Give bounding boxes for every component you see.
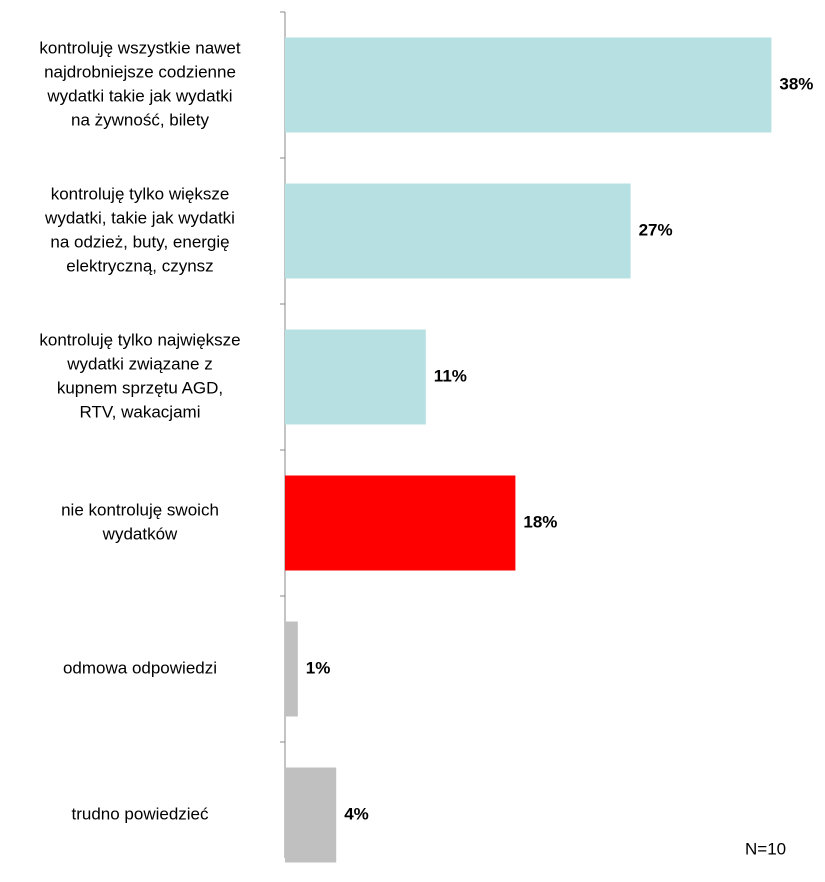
category-label: wydatki, takie jak wydatki xyxy=(44,208,235,227)
value-label: 38% xyxy=(779,74,813,93)
category-label: kontroluję tylko większe xyxy=(51,184,230,203)
bar xyxy=(285,767,337,863)
category-label: kontroluję wszystkie nawet xyxy=(39,38,241,57)
category-label: kupnem sprzętu AGD, xyxy=(57,378,223,397)
category-label: wydatki takie jak wydatki xyxy=(46,86,232,105)
category-label: kontroluję tylko największe xyxy=(39,330,240,349)
category-label: elektryczną, czynsz xyxy=(66,256,213,275)
value-label: 18% xyxy=(523,512,557,531)
category-label: najdrobniejsze codzienne xyxy=(44,62,236,81)
bar xyxy=(285,37,772,133)
category-label: odmowa odpowiedzi xyxy=(63,658,217,677)
annotation: N=10 xyxy=(745,839,786,858)
bar xyxy=(285,329,426,425)
category-label: na odzież, buty, energię xyxy=(50,232,229,251)
bar xyxy=(285,475,516,571)
category-label: RTV, wakacjami xyxy=(80,402,201,421)
value-label: 11% xyxy=(434,366,467,385)
category-label: trudno powiedzieć xyxy=(71,804,209,823)
value-label: 27% xyxy=(639,220,673,239)
bar xyxy=(285,621,298,717)
category-label: na żywność, bilety xyxy=(71,110,209,129)
bar xyxy=(285,183,631,279)
category-label: wydatków xyxy=(102,524,178,543)
category-label: wydatki związane z xyxy=(66,354,213,373)
value-label: 4% xyxy=(344,804,369,823)
category-label: nie kontroluję swoich xyxy=(61,500,219,519)
value-label: 1% xyxy=(306,658,331,677)
